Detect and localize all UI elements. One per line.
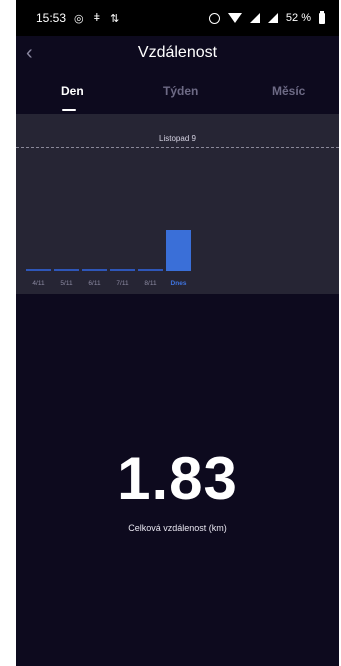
chart-tick-label: 8/11 xyxy=(144,280,157,287)
period-tabs: Den Týden Měsíc xyxy=(16,78,339,114)
chart-tick-label: 5/11 xyxy=(60,280,73,287)
signal-icon xyxy=(267,13,278,23)
distance-chart: Listopad 9 4/11 5/11 6/11 7/11 8/11 Dnes xyxy=(16,114,339,294)
alarm-icon xyxy=(208,12,220,24)
wifi-icon xyxy=(227,13,242,23)
chart-bar-7-11[interactable] xyxy=(110,269,135,271)
chart-tick-label: 6/11 xyxy=(88,280,101,287)
chart-bar-Dnes[interactable] xyxy=(166,230,191,271)
tab-indicator xyxy=(62,109,76,111)
battery-percent: 52 % xyxy=(285,12,311,24)
total-distance-value: 1.83 xyxy=(117,445,238,512)
chart-tick-label: 4/11 xyxy=(32,280,45,287)
chart-bar-8-11[interactable] xyxy=(138,269,163,271)
back-arrow-icon[interactable]: ‹ xyxy=(26,42,33,64)
instagram-icon: ◎ xyxy=(74,12,84,25)
tab-month[interactable]: Měsíc xyxy=(272,84,306,98)
data-icon: ⇅ xyxy=(110,12,120,25)
header: ‹ Vzdálenost xyxy=(16,36,339,70)
status-time: 15:53 xyxy=(36,11,67,25)
tab-day[interactable]: Den xyxy=(61,84,84,98)
flashlight-icon: ǂ xyxy=(93,11,101,24)
chart-bar-5-11[interactable] xyxy=(54,269,79,271)
total-distance-label: Celková vzdálenost (km) xyxy=(128,523,227,533)
chart-bar-6-11[interactable] xyxy=(82,269,107,271)
chart-tick-label: 7/11 xyxy=(116,280,129,287)
signal-icon xyxy=(249,13,260,23)
chart-bar-4-11[interactable] xyxy=(26,269,51,271)
page-title: Vzdálenost xyxy=(137,44,218,61)
chart-date-label: Listopad 9 xyxy=(159,134,196,143)
chart-tick-label: Dnes xyxy=(171,280,187,287)
chart-canvas: 4/11 5/11 6/11 7/11 8/11 Dnes xyxy=(26,230,191,287)
phone-screen: 15:53 ◎ ǂ ⇅ 52 % ‹ Vzdálenost Den Týden … xyxy=(16,0,339,666)
chart-max-line xyxy=(16,147,339,148)
battery-icon xyxy=(319,10,325,24)
status-bar: 15:53 ◎ ǂ ⇅ 52 % xyxy=(16,0,339,36)
tab-week[interactable]: Týden xyxy=(163,84,199,98)
